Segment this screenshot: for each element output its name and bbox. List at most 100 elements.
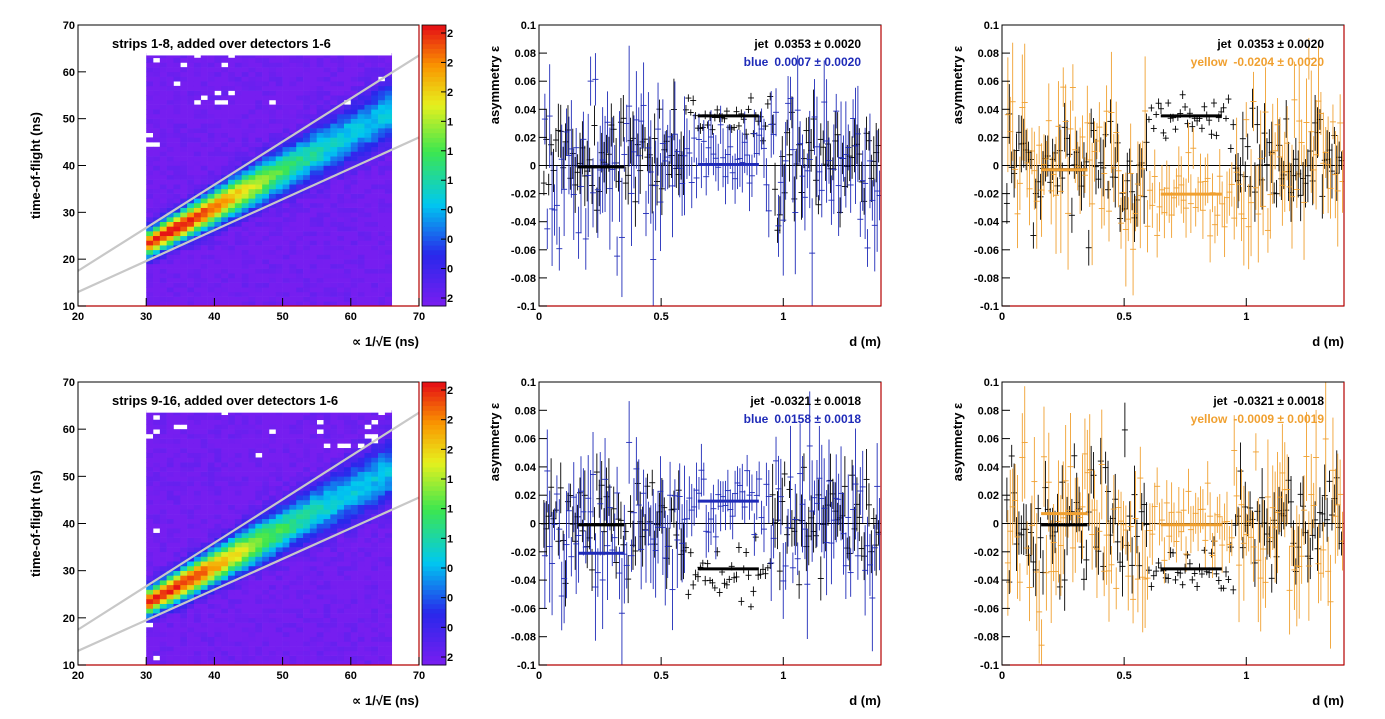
heatmap-cell (371, 194, 378, 199)
heatmap-cell (242, 133, 249, 138)
heatmap-cell (235, 142, 242, 147)
heatmap-cell (194, 462, 201, 467)
heatmap-cell (337, 420, 344, 425)
heatmap-cell (289, 641, 296, 646)
heatmap-cell (351, 147, 358, 152)
heatmap-cell (310, 100, 317, 105)
heatmap-cell (337, 656, 344, 661)
heatmap-cell (255, 128, 262, 133)
heatmap-cell (276, 519, 283, 524)
heatmap-cell (283, 429, 290, 434)
heatmap-cell (187, 637, 194, 642)
heatmap-cell (310, 524, 317, 529)
heatmap-cell (208, 123, 215, 128)
heatmap-cell (269, 95, 276, 100)
heatmap-cell (303, 476, 310, 481)
heatmap-cell (344, 283, 351, 288)
heatmap-cell (208, 424, 215, 429)
heatmap-cell (337, 67, 344, 72)
heatmap-cell (255, 594, 262, 599)
heatmap-cell (146, 528, 153, 533)
heatmap-cell (324, 72, 331, 77)
heatmap-cell (160, 62, 167, 67)
heatmap-cell (364, 142, 371, 147)
colorbar-step (422, 250, 446, 255)
heatmap-cell (235, 415, 242, 420)
heatmap-cell (317, 486, 324, 491)
heatmap-cell (303, 623, 310, 628)
heatmap-cell (371, 212, 378, 217)
heatmap-cell (180, 273, 187, 278)
heatmap-cell (276, 217, 283, 222)
heatmap-cell (310, 287, 317, 292)
heatmap-cell (358, 500, 365, 505)
x-tick-label: 70 (413, 311, 425, 323)
y-tick-label: 20 (63, 254, 75, 266)
heatmap-cell (180, 151, 187, 156)
heatmap-cell (242, 184, 249, 189)
heatmap-cell (255, 297, 262, 302)
heatmap-cell (378, 198, 385, 203)
heatmap-cell (317, 236, 324, 241)
heatmap-cell (330, 119, 337, 124)
heatmap-cell (364, 198, 371, 203)
heatmap-cell (351, 259, 358, 264)
heatmap-cell (371, 297, 378, 302)
heatmap-cell (303, 194, 310, 199)
heatmap-cell (358, 462, 365, 467)
heatmap-cell (351, 203, 358, 208)
heatmap-cell (269, 613, 276, 618)
heatmap-cell (249, 509, 256, 514)
heatmap-cell (194, 561, 201, 566)
heatmap-cell (283, 212, 290, 217)
heatmap-cell (276, 566, 283, 571)
heatmap-cell (249, 618, 256, 623)
heatmap-cell (146, 166, 153, 171)
heatmap-cell (153, 533, 160, 538)
heatmap-cell (324, 100, 331, 105)
heatmap-cell (364, 203, 371, 208)
heatmap-cell (303, 519, 310, 524)
heatmap-cell (296, 590, 303, 595)
heatmap-cell (242, 58, 249, 63)
heatmap-cell (330, 500, 337, 505)
heatmap-cell (146, 198, 153, 203)
heatmap-cell (385, 180, 392, 185)
heatmap-cell (249, 424, 256, 429)
heatmap-cell (283, 67, 290, 72)
heatmap-cell (351, 443, 358, 448)
heatmap-cell (289, 519, 296, 524)
heatmap-cell (276, 608, 283, 613)
heatmap-cell (194, 128, 201, 133)
heatmap-cell (344, 198, 351, 203)
heatmap-cell (194, 481, 201, 486)
heatmap-cell (310, 453, 317, 458)
heatmap-cell (187, 486, 194, 491)
heatmap-cell (242, 137, 249, 142)
heatmap-cell (289, 222, 296, 227)
heatmap-cell (310, 58, 317, 63)
heatmap-cell (255, 240, 262, 245)
heatmap-cell (221, 519, 228, 524)
heatmap-cell (255, 613, 262, 618)
heatmap-cell (235, 273, 242, 278)
heatmap-cell (344, 467, 351, 472)
heatmap-cell (303, 95, 310, 100)
heatmap-cell (221, 552, 228, 557)
heatmap-cell (194, 528, 201, 533)
heatmap-cell (180, 580, 187, 585)
heatmap-cell (160, 236, 167, 241)
heatmap-cell (364, 269, 371, 274)
heatmap-cell (194, 585, 201, 590)
heatmap-cell (303, 557, 310, 562)
heatmap-cell (337, 166, 344, 171)
heatmap-cell (201, 557, 208, 562)
heatmap-cell (214, 632, 221, 637)
heatmap-cell (296, 623, 303, 628)
heatmap-cell (146, 651, 153, 656)
heatmap-cell (214, 137, 221, 142)
heatmap-cell (235, 180, 242, 185)
heatmap-cell (146, 590, 153, 595)
heatmap-cell (180, 533, 187, 538)
heatmap-cell (269, 528, 276, 533)
